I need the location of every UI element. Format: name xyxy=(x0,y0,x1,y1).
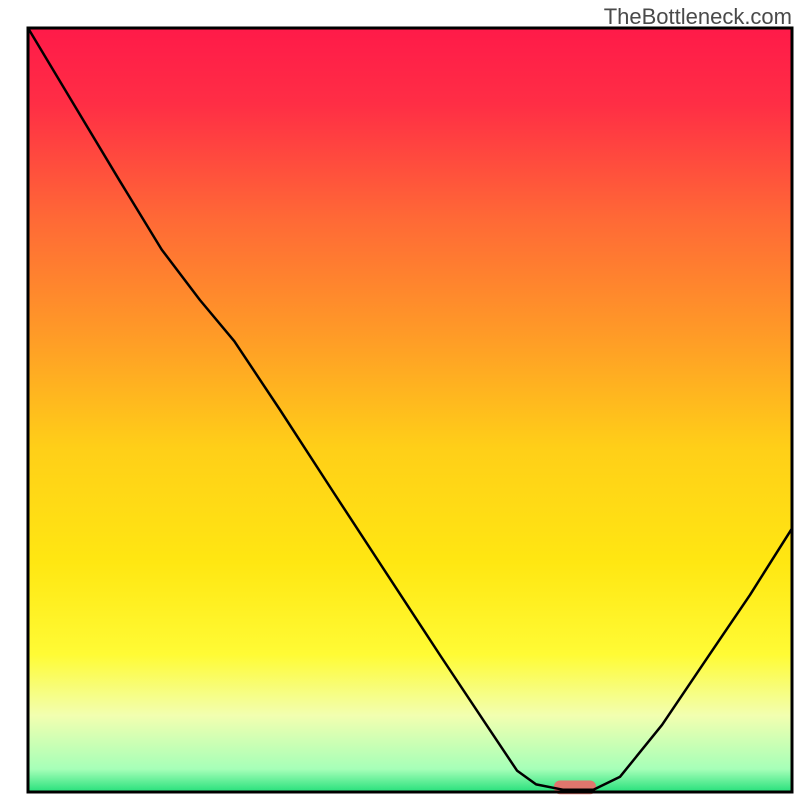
chart-container: TheBottleneck.com xyxy=(0,0,800,800)
plot-background xyxy=(28,28,792,792)
watermark-text: TheBottleneck.com xyxy=(604,4,792,30)
chart-canvas xyxy=(0,0,800,800)
